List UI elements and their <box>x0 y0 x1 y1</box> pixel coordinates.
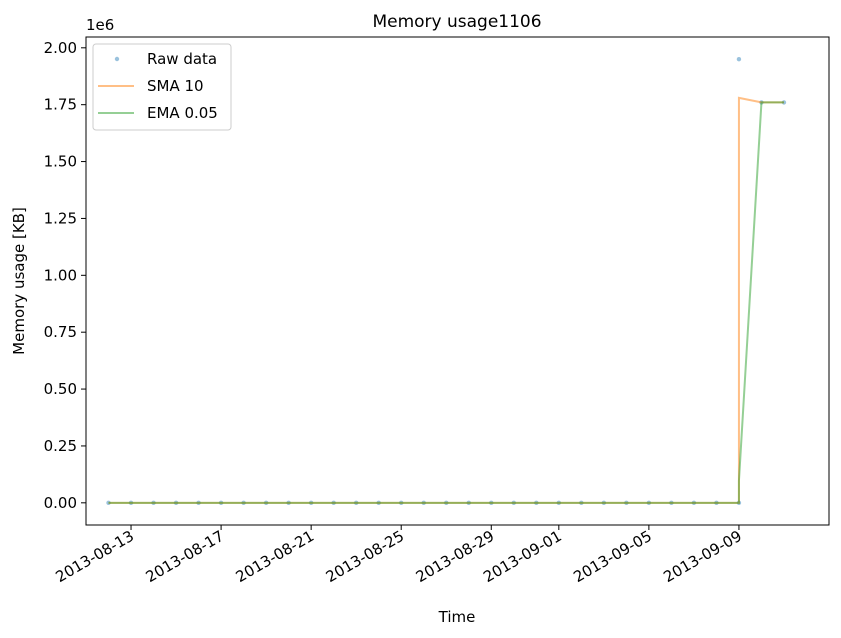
legend-box <box>92 43 232 131</box>
legend-label: SMA 10 <box>147 77 204 95</box>
y-tick-label: 0.00 <box>44 494 77 512</box>
x-axis-label: Time <box>438 608 476 626</box>
raw-point <box>106 500 111 506</box>
y-tick-label: 1.25 <box>44 209 77 227</box>
series-line <box>108 101 784 504</box>
y-tick-label: 0.75 <box>44 323 77 341</box>
y-tick-label: 0.25 <box>44 437 77 455</box>
legend-label: EMA 0.05 <box>147 104 218 122</box>
y-tick-label: 1.00 <box>44 266 77 284</box>
y-offset-label: 1e6 <box>86 16 114 34</box>
y-axis-label: Memory usage [KB] <box>10 207 28 355</box>
legend-label: Raw data <box>147 50 217 68</box>
y-tick-label: 2.00 <box>44 39 77 57</box>
chart-title: Memory usage1106 <box>372 12 541 32</box>
y-tick-label: 1.50 <box>44 153 77 171</box>
plot-frame <box>85 36 830 526</box>
y-tick-label: 0.50 <box>44 380 77 398</box>
y-tick-label: 1.75 <box>44 96 77 114</box>
raw-point <box>736 56 742 62</box>
legend-marker <box>114 56 120 62</box>
